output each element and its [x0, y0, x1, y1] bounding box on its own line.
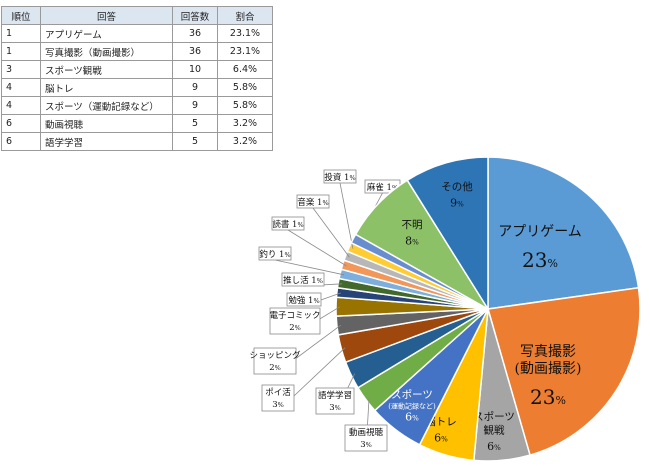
callout-推し活: 推し活 1%	[281, 272, 343, 287]
slice-name: 観戦	[484, 424, 505, 437]
slice-percent: 23%	[530, 385, 566, 409]
callout-音楽: 音楽 1%	[296, 194, 350, 258]
slice-label-アプリゲーム: アプリゲーム 23%	[498, 224, 582, 272]
callout-box	[253, 347, 297, 375]
slice-name: 不明	[402, 219, 423, 231]
callout-読書: 読書 1%	[271, 216, 347, 267]
slice-label-不明: 不明 8%	[402, 219, 423, 248]
callout-percent: 2%	[289, 323, 301, 333]
callout-勉強: 勉強 1%	[286, 292, 342, 307]
slice-name: 写真撮影	[520, 343, 576, 360]
callout-text: 勉強 1%	[288, 295, 319, 306]
header-rank: 順位	[1, 6, 41, 25]
leader-line	[274, 259, 345, 276]
callout-box	[271, 216, 305, 231]
leader-line	[312, 207, 350, 258]
slice-name: その他	[441, 180, 473, 193]
callout-box	[286, 292, 322, 307]
slice-name: アプリゲーム	[498, 224, 582, 240]
callout-box	[269, 307, 321, 335]
callout-text: 推し活 1%	[283, 275, 323, 286]
callout-box	[315, 387, 355, 415]
callout-text: 投資 1%	[324, 172, 355, 183]
slice-label-写真撮影動画撮影: 写真撮影(動画撮影) 23%	[515, 343, 582, 409]
leader-line	[339, 182, 354, 249]
callout-percent: 3%	[272, 400, 284, 410]
callout-ショッピング: ショッピング 2%	[249, 324, 342, 375]
slice-label-その他: その他 9%	[441, 180, 473, 210]
pie-slice-写真撮影動画撮影	[487, 286, 641, 457]
leader-line	[287, 229, 347, 267]
callout-投資: 投資 1%	[323, 169, 357, 249]
callout-text: 釣り 1%	[259, 249, 290, 260]
table-row: 6 語学学習 5 3.2%	[1, 132, 273, 151]
cell-answer: 語学学習	[40, 132, 173, 151]
header-answer: 回答	[40, 6, 173, 25]
callout-語学学習: 語学学習 3%	[315, 373, 356, 415]
pie-slice-アプリゲーム	[487, 156, 640, 310]
callout-box	[344, 424, 388, 452]
callout-電子コミック: 電子コミック 2%	[269, 306, 341, 335]
table-row: 3 スポーツ観戦 10 6.4%	[1, 60, 273, 79]
slice-percent: 8%	[405, 235, 419, 248]
callout-box	[296, 194, 330, 209]
slice-label-スポーツ観戦: スポーツ観戦 6%	[473, 411, 515, 453]
slice-sublabel: (運動記録など)	[388, 402, 436, 411]
pie-slice-その他	[406, 156, 489, 312]
callout-text: 語学学習	[318, 390, 352, 401]
callout-動画視聴: 動画視聴 3%	[344, 397, 388, 452]
slice-name: スポーツ	[473, 411, 515, 423]
slice-percent: 6%	[405, 411, 419, 424]
slice-name: (動画撮影)	[515, 360, 582, 377]
slice-percent: 6%	[487, 440, 501, 453]
callout-text: ショッピング	[249, 350, 301, 361]
callout-box	[281, 272, 325, 287]
slice-percent: 23%	[522, 248, 558, 272]
callout-text: 電子コミック	[269, 311, 320, 321]
slice-percent: 9%	[450, 197, 464, 210]
callout-text: ポイ活	[265, 387, 291, 398]
cell-ratio: 3.2%	[217, 132, 273, 151]
cell-ratio: 23.1%	[217, 42, 273, 61]
ranking-table: 順位 回答 回答数 割合 1 アプリゲーム 36 23.1% 1 写真撮影（動画撮影） 36…	[1, 6, 273, 151]
callout-percent: 3%	[329, 403, 341, 413]
callout-percent: 3%	[360, 440, 372, 450]
slice-percent: 6%	[434, 432, 448, 445]
callout-text: 音楽 1%	[297, 197, 328, 208]
callout-ポイ活: ポイ活 3%	[261, 347, 346, 412]
callout-box	[258, 246, 292, 261]
callout-釣り: 釣り 1%	[258, 246, 345, 276]
slice-label-スポーツ: スポーツ(運動記録など)6%	[388, 389, 436, 424]
callout-percent: 2%	[269, 363, 281, 373]
callout-text: 動画視聴	[349, 427, 384, 438]
slice-name: スポーツ	[391, 389, 433, 401]
table-row: 1 アプリゲーム 36 23.1%	[1, 24, 273, 43]
callout-box	[323, 169, 357, 184]
callout-box	[261, 384, 295, 412]
callout-text: 読書 1%	[272, 219, 303, 230]
